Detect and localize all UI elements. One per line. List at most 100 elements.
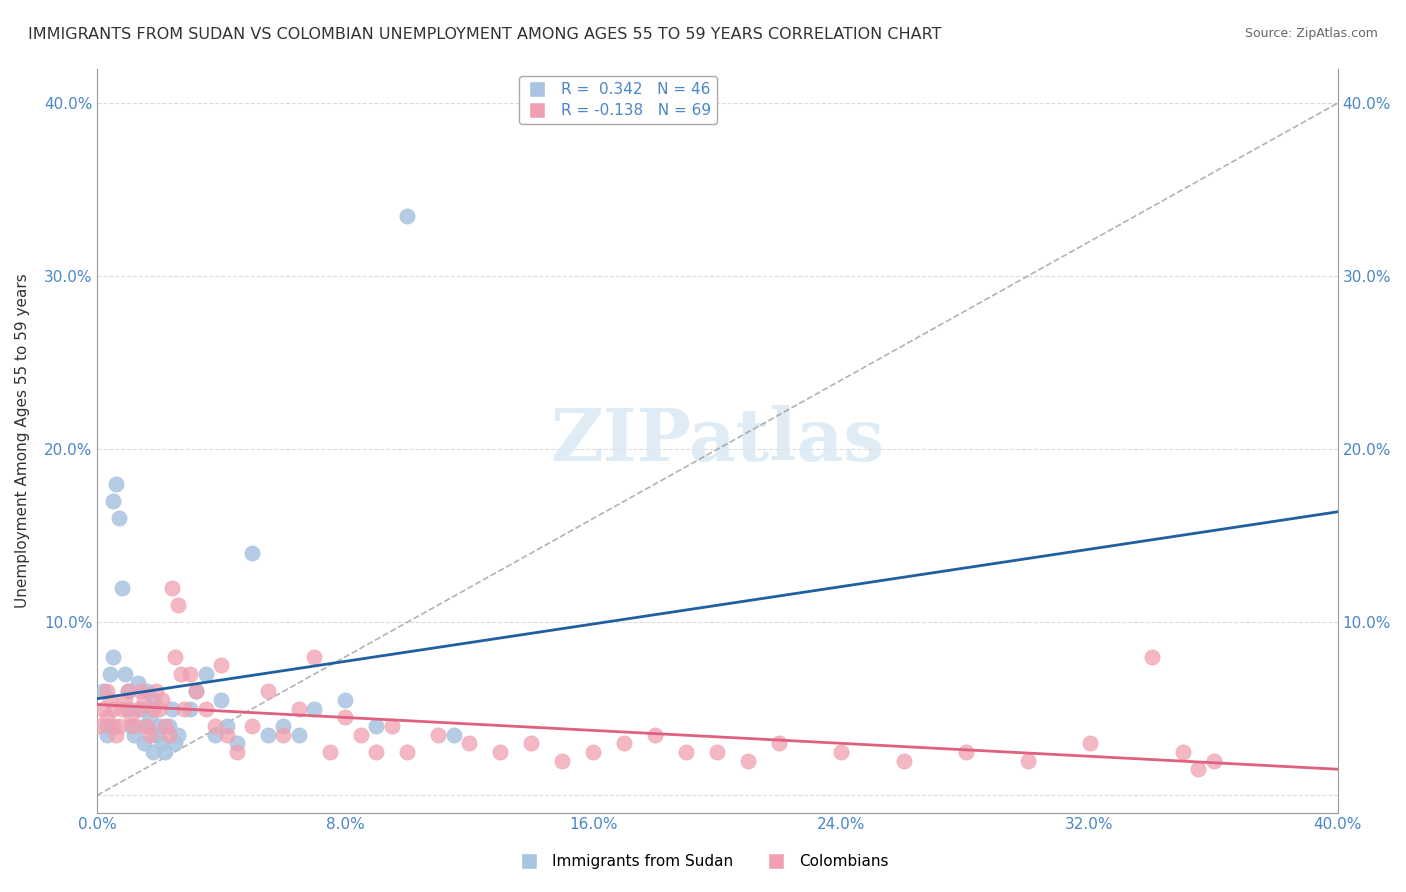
Point	[129, 702, 152, 716]
Point	[304, 649, 326, 664]
Point	[396, 745, 419, 759]
Point	[108, 719, 131, 733]
Point	[830, 745, 852, 759]
Point	[160, 702, 183, 716]
Point	[132, 719, 155, 733]
Point	[427, 728, 450, 742]
Point	[644, 728, 666, 742]
Legend: R =  0.342   N = 46, R = -0.138   N = 69: R = 0.342 N = 46, R = -0.138 N = 69	[519, 76, 717, 125]
Point	[167, 728, 190, 742]
Point	[127, 675, 149, 690]
Text: Source: ZipAtlas.com: Source: ZipAtlas.com	[1244, 27, 1378, 40]
Point	[120, 710, 142, 724]
Point	[148, 702, 170, 716]
Point	[114, 693, 136, 707]
Point	[135, 719, 157, 733]
Point	[204, 719, 226, 733]
Point	[139, 728, 162, 742]
Point	[132, 736, 155, 750]
Point	[240, 719, 263, 733]
Point	[150, 736, 173, 750]
Point	[120, 719, 142, 733]
Point	[319, 745, 342, 759]
Point	[350, 728, 373, 742]
Legend: Immigrants from Sudan, Colombians: Immigrants from Sudan, Colombians	[512, 848, 894, 875]
Point	[111, 581, 134, 595]
Point	[186, 684, 208, 698]
Point	[93, 702, 115, 716]
Point	[489, 745, 512, 759]
Point	[142, 693, 165, 707]
Point	[96, 710, 118, 724]
Point	[93, 684, 115, 698]
Point	[96, 684, 118, 698]
Point	[155, 745, 177, 759]
Point	[117, 702, 139, 716]
Point	[551, 754, 574, 768]
Point	[150, 693, 173, 707]
Point	[396, 209, 419, 223]
Point	[98, 667, 121, 681]
Point	[129, 684, 152, 698]
Point	[335, 693, 357, 707]
Point	[101, 719, 124, 733]
Point	[256, 728, 278, 742]
Point	[458, 736, 481, 750]
Point	[675, 745, 697, 759]
Point	[271, 728, 294, 742]
Point	[117, 684, 139, 698]
Point	[142, 745, 165, 759]
Point	[271, 719, 294, 733]
Point	[256, 684, 278, 698]
Point	[127, 702, 149, 716]
Point	[613, 736, 636, 750]
Point	[104, 476, 127, 491]
Point	[366, 719, 388, 733]
Point	[240, 546, 263, 560]
Point	[179, 667, 201, 681]
Point	[955, 745, 977, 759]
Point	[96, 719, 118, 733]
Point	[173, 702, 195, 716]
Point	[155, 719, 177, 733]
Point	[737, 754, 759, 768]
Point	[768, 736, 790, 750]
Point	[225, 736, 247, 750]
Point	[179, 702, 201, 716]
Text: IMMIGRANTS FROM SUDAN VS COLOMBIAN UNEMPLOYMENT AMONG AGES 55 TO 59 YEARS CORREL: IMMIGRANTS FROM SUDAN VS COLOMBIAN UNEMP…	[28, 27, 942, 42]
Point	[108, 511, 131, 525]
Y-axis label: Unemployment Among Ages 55 to 59 years: Unemployment Among Ages 55 to 59 years	[15, 273, 30, 608]
Point	[157, 719, 180, 733]
Point	[170, 667, 193, 681]
Point	[582, 745, 605, 759]
Point	[217, 719, 239, 733]
Point	[1187, 762, 1209, 776]
Point	[204, 728, 226, 742]
Point	[89, 719, 111, 733]
Point	[1140, 649, 1163, 664]
Point	[209, 693, 232, 707]
Point	[135, 684, 157, 698]
Point	[1171, 745, 1194, 759]
Point	[217, 728, 239, 742]
Point	[124, 728, 146, 742]
Point	[98, 693, 121, 707]
Point	[160, 581, 183, 595]
Point	[142, 702, 165, 716]
Point	[132, 693, 155, 707]
Point	[288, 728, 311, 742]
Point	[893, 754, 915, 768]
Point	[145, 684, 167, 698]
Point	[101, 649, 124, 664]
Point	[1017, 754, 1039, 768]
Point	[304, 702, 326, 716]
Point	[209, 658, 232, 673]
Point	[335, 710, 357, 724]
Point	[111, 702, 134, 716]
Point	[167, 598, 190, 612]
Point	[163, 649, 186, 664]
Point	[145, 728, 167, 742]
Point	[194, 667, 217, 681]
Point	[104, 728, 127, 742]
Point	[114, 667, 136, 681]
